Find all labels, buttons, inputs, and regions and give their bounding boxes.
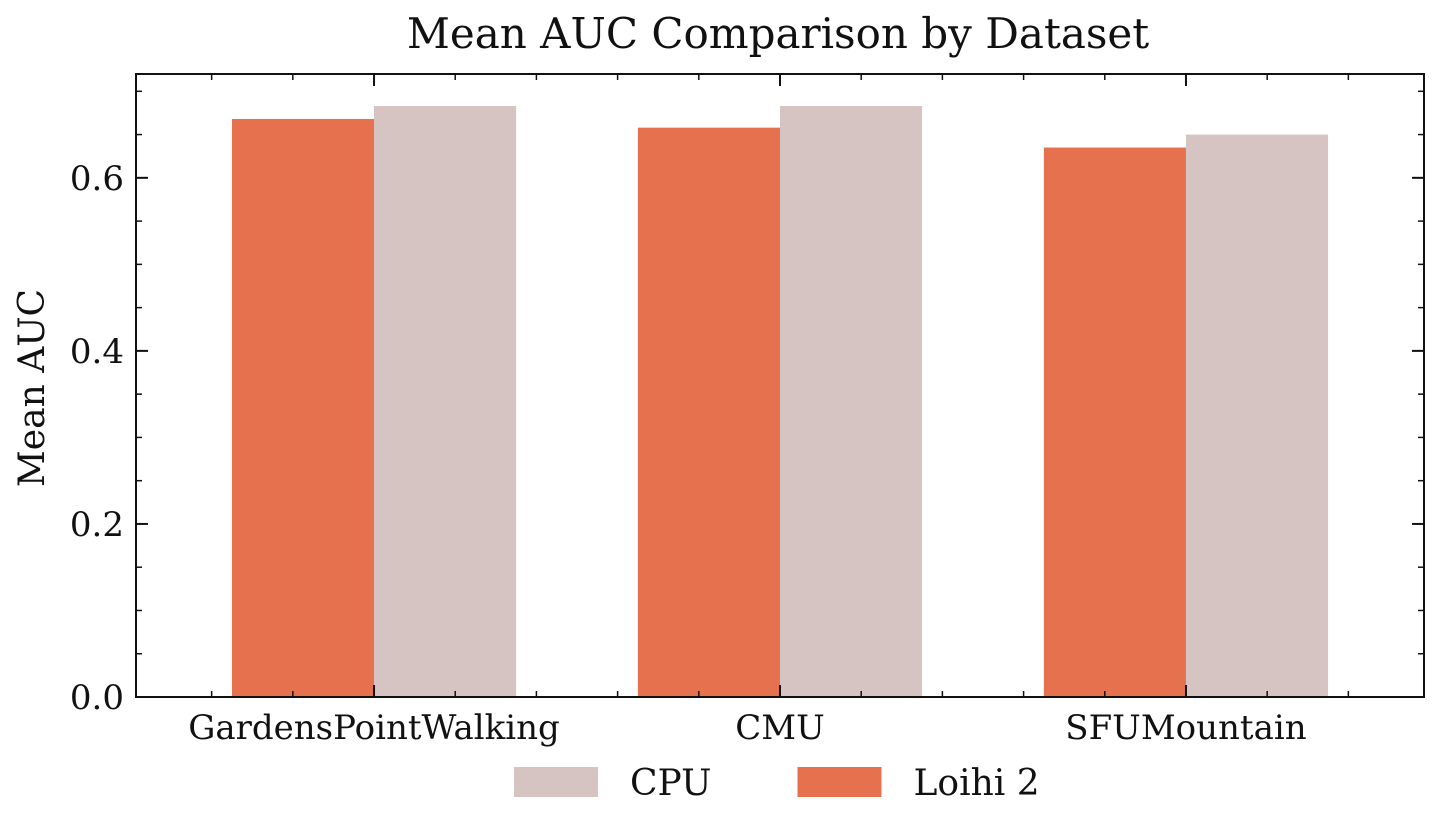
bar-cpu-cmu: [780, 106, 923, 697]
legend-label-cpu: CPU: [630, 763, 711, 804]
bar-loihi-2-cmu: [637, 127, 780, 697]
plot-frame: [135, 73, 1425, 698]
legend-swatch-cpu: [514, 767, 598, 797]
y-tick-label: 0.2: [70, 505, 124, 545]
ticks-layer: 0.0 0.2 0.4 0.6 GardensPointWalking CMU SFUMou…: [70, 74, 1424, 748]
y-axis-label: Mean AUC: [12, 289, 53, 487]
legend-label-loihi-2: Loihi 2: [913, 763, 1039, 804]
bar-loihi-2-gardenspointwalking: [231, 118, 375, 698]
bar-cpu-gardenspointwalking: [374, 106, 517, 697]
y-tick-label: 0.6: [70, 159, 124, 199]
bars-layer: [231, 106, 1329, 698]
bar-cpu-sfumountain: [1185, 134, 1329, 697]
legend-swatch-loihi-2: [797, 767, 882, 797]
legend: CPU Loihi 2: [514, 763, 1040, 804]
bar-loihi-2-sfumountain: [1043, 147, 1186, 698]
y-tick-label: 0.0: [70, 678, 124, 718]
x-tick-label: GardensPointWalking: [188, 708, 560, 748]
chart-title: Mean AUC Comparison by Dataset: [407, 9, 1149, 58]
y-tick-label: 0.4: [70, 332, 124, 372]
x-tick-label: CMU: [735, 708, 824, 748]
x-tick-label: SFUMountain: [1065, 708, 1306, 748]
